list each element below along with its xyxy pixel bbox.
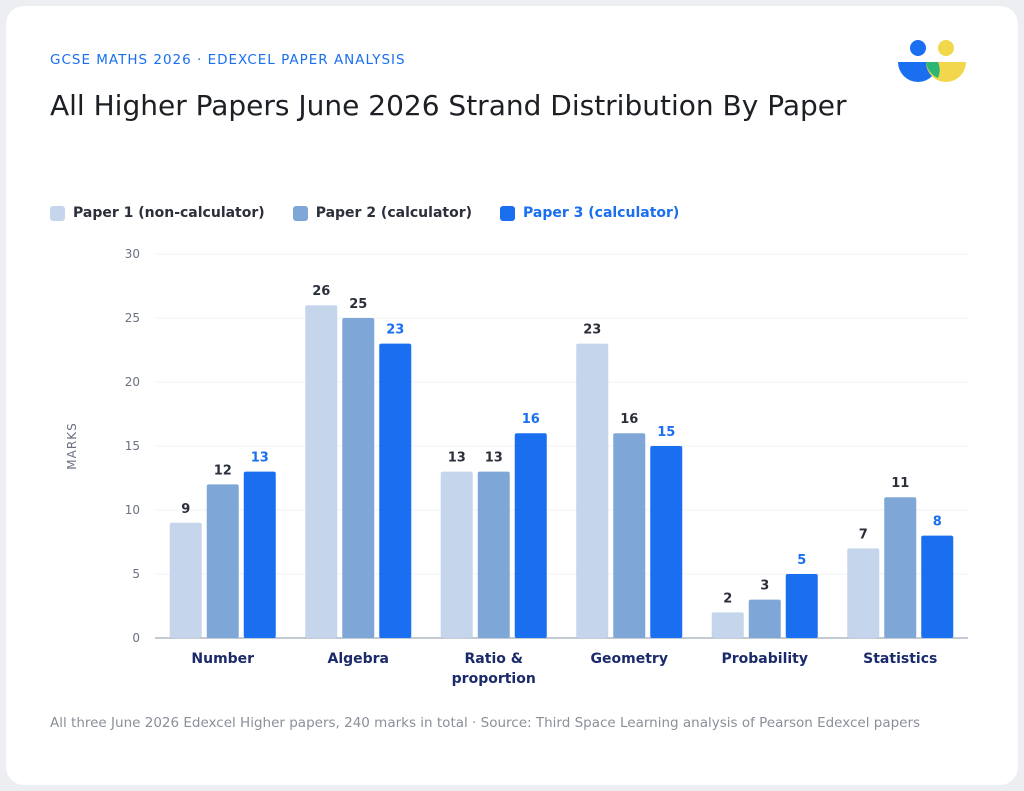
x-tick-label: Ratio & bbox=[465, 651, 523, 667]
y-tick-label: 0 bbox=[132, 631, 140, 645]
y-tick-label: 15 bbox=[125, 439, 140, 453]
x-tick-label: proportion bbox=[452, 671, 536, 687]
data-label: 3 bbox=[760, 579, 769, 594]
bar bbox=[576, 343, 609, 638]
bar bbox=[477, 471, 510, 638]
chart-title: All Higher Papers June 2026 Strand Distr… bbox=[50, 89, 847, 122]
legend-label-paper-1: Paper 1 (non-calculator) bbox=[73, 205, 265, 221]
bar bbox=[243, 471, 276, 638]
y-tick-label: 30 bbox=[125, 247, 140, 261]
bar bbox=[206, 484, 239, 638]
data-label: 5 bbox=[797, 553, 806, 568]
bar bbox=[169, 522, 202, 638]
x-tick-label: Algebra bbox=[327, 651, 389, 667]
x-tick-label: Geometry bbox=[591, 651, 668, 667]
chart-card bbox=[6, 6, 1018, 785]
y-tick-label: 5 bbox=[132, 567, 140, 581]
legend-swatch-paper-3 bbox=[500, 205, 515, 221]
legend-item-paper-1: Paper 1 (non-calculator) bbox=[50, 205, 265, 221]
data-label: 25 bbox=[349, 297, 367, 312]
x-tick-label: Probability bbox=[722, 651, 809, 667]
data-label: 16 bbox=[620, 412, 638, 427]
data-label: 23 bbox=[583, 323, 601, 338]
legend-swatch-paper-2 bbox=[292, 205, 308, 221]
bar bbox=[613, 433, 646, 638]
bar bbox=[514, 433, 547, 638]
x-tick-label: Statistics bbox=[863, 651, 937, 667]
data-label: 7 bbox=[859, 527, 868, 542]
data-label: 2 bbox=[723, 591, 732, 606]
y-tick-label: 20 bbox=[125, 375, 140, 389]
data-label: 12 bbox=[214, 463, 232, 478]
legend-swatch-paper-1 bbox=[50, 205, 65, 221]
chart-legend: Paper 1 (non-calculator) Paper 2 (calcul… bbox=[50, 205, 679, 221]
bar bbox=[342, 318, 375, 638]
data-label: 16 bbox=[522, 412, 540, 427]
bar bbox=[650, 446, 683, 638]
data-label: 26 bbox=[312, 284, 330, 299]
data-label: 13 bbox=[485, 451, 503, 466]
footnote-source: All three June 2026 Edexcel Higher paper… bbox=[50, 715, 921, 731]
bar bbox=[440, 471, 473, 638]
bar bbox=[921, 535, 954, 638]
bar bbox=[847, 548, 880, 638]
bar bbox=[305, 305, 338, 638]
bar bbox=[748, 599, 781, 638]
legend-label-paper-2: Paper 2 (calculator) bbox=[315, 205, 472, 221]
data-label: 8 bbox=[933, 515, 942, 530]
legend-item-paper-3: Paper 3 (calculator) bbox=[500, 205, 679, 221]
kicker-text: GCSE MATHS 2026 · EDEXCEL PAPER ANALYSIS bbox=[50, 52, 406, 68]
bar bbox=[711, 612, 744, 638]
bar bbox=[785, 574, 818, 638]
data-label: 15 bbox=[657, 425, 675, 440]
bar bbox=[884, 497, 917, 638]
x-tick-label: Number bbox=[191, 651, 254, 667]
y-axis-label: MARKS bbox=[65, 422, 79, 469]
bar bbox=[379, 343, 412, 638]
brand-logo-icon bbox=[898, 40, 966, 82]
y-tick-label: 10 bbox=[125, 503, 140, 517]
legend-label-paper-3: Paper 3 (calculator) bbox=[523, 205, 680, 221]
y-tick-label: 25 bbox=[125, 311, 140, 325]
data-label: 9 bbox=[181, 502, 190, 517]
data-label: 23 bbox=[386, 323, 404, 338]
data-label: 13 bbox=[448, 451, 466, 466]
legend-item-paper-2: Paper 2 (calculator) bbox=[292, 205, 472, 221]
data-label: 13 bbox=[251, 451, 269, 466]
data-label: 11 bbox=[891, 476, 909, 491]
